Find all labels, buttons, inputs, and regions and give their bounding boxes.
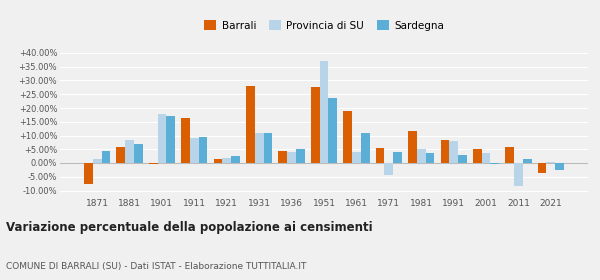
Bar — [101, 151, 110, 163]
Bar — [328, 98, 337, 163]
Bar — [166, 116, 175, 163]
Bar — [158, 113, 166, 163]
Bar — [376, 148, 385, 163]
Bar — [473, 149, 482, 163]
Bar — [223, 157, 231, 163]
Bar — [408, 131, 417, 163]
Bar — [361, 133, 370, 163]
Bar — [393, 152, 402, 163]
Bar — [149, 163, 158, 164]
Bar — [514, 163, 523, 186]
Bar — [417, 149, 425, 163]
Bar — [490, 163, 499, 164]
Bar — [125, 140, 134, 163]
Bar — [311, 87, 320, 163]
Bar — [231, 156, 240, 163]
Bar — [440, 140, 449, 163]
Bar — [296, 149, 305, 163]
Bar — [555, 163, 564, 170]
Bar — [278, 151, 287, 163]
Bar — [134, 144, 143, 163]
Bar — [190, 138, 199, 163]
Bar — [287, 152, 296, 163]
Bar — [255, 133, 263, 163]
Bar — [84, 163, 93, 184]
Bar — [538, 163, 547, 173]
Bar — [385, 163, 393, 175]
Bar — [343, 111, 352, 163]
Bar — [458, 155, 467, 163]
Bar — [320, 61, 328, 163]
Bar — [116, 146, 125, 163]
Text: COMUNE DI BARRALI (SU) - Dati ISTAT - Elaborazione TUTTITALIA.IT: COMUNE DI BARRALI (SU) - Dati ISTAT - El… — [6, 262, 307, 271]
Bar — [523, 159, 532, 163]
Bar — [199, 137, 208, 163]
Bar — [263, 133, 272, 163]
Bar — [181, 118, 190, 163]
Bar — [352, 152, 361, 163]
Text: Variazione percentuale della popolazione ai censimenti: Variazione percentuale della popolazione… — [6, 221, 373, 234]
Legend: Barrali, Provincia di SU, Sardegna: Barrali, Provincia di SU, Sardegna — [201, 17, 447, 34]
Bar — [449, 141, 458, 163]
Bar — [482, 153, 490, 163]
Bar — [547, 162, 555, 163]
Bar — [214, 159, 223, 163]
Bar — [425, 153, 434, 163]
Bar — [505, 146, 514, 163]
Bar — [246, 86, 255, 163]
Bar — [93, 159, 101, 163]
